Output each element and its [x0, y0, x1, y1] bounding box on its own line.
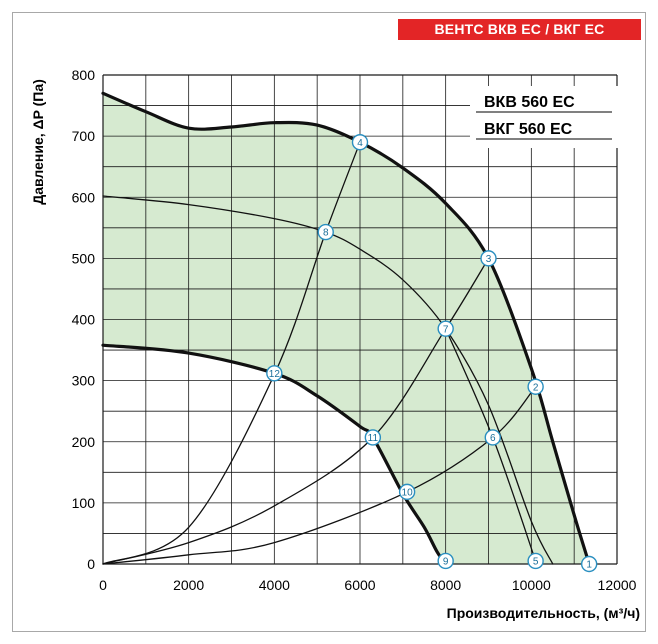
y-tick-label: 500 [72, 250, 96, 266]
point-marker-5 [527, 552, 544, 570]
point-marker-4 [351, 134, 369, 151]
point-marker-12 [266, 365, 283, 382]
x-tick-label: 12000 [598, 577, 637, 593]
y-tick-label: 100 [72, 495, 96, 511]
model-label-vkg: ВКГ 560 ЕС [484, 121, 573, 138]
point-marker-3 [480, 250, 497, 267]
x-tick-label: 8000 [430, 577, 461, 593]
brand-label: ВЕНТС ВКВ ЕС / ВКГ ЕС [398, 19, 641, 40]
point-marker-6 [484, 429, 501, 446]
point-label-6: 6 [490, 433, 496, 444]
point-marker-11 [364, 429, 382, 446]
x-tick-label: 2000 [173, 577, 204, 593]
model-label-vkv: ВКВ 560 ЕС [484, 94, 575, 111]
chart-frame [12, 12, 646, 632]
y-tick-label: 200 [72, 434, 96, 450]
fan-curve-min-line [101, 343, 448, 566]
point-marker-9 [437, 552, 454, 570]
y-tick-label: 300 [72, 373, 96, 389]
point-label-9: 9 [443, 557, 449, 568]
x-axis-label-text: Производительность, (м³/ч) [447, 605, 640, 621]
point-label-7: 7 [443, 324, 449, 335]
point-marker-8 [317, 223, 334, 241]
y-axis-label: Давление, ΔP (Па) [30, 79, 46, 205]
point-marker-7 [437, 320, 454, 337]
point-label-2: 2 [533, 382, 539, 393]
point-marker-10 [398, 483, 416, 501]
y-tick-label: 400 [72, 312, 96, 328]
point-marker-1 [580, 555, 598, 573]
point-label-4: 4 [357, 138, 363, 149]
point-label-11: 11 [368, 433, 379, 444]
fan-curve-mid-line [102, 195, 554, 565]
point-marker-2 [527, 378, 544, 395]
point-label-12: 12 [269, 369, 281, 380]
point-label-5: 5 [533, 557, 539, 568]
fan-curve-max-line [101, 91, 591, 566]
point-label-3: 3 [486, 254, 492, 265]
y-tick-label: 600 [72, 189, 96, 205]
model-label-box [470, 86, 618, 148]
operating-area-fill [103, 93, 590, 565]
x-axis-label: Производительность, (м³/ч) [447, 605, 640, 621]
x-tick-label: 0 [99, 577, 107, 593]
x-tick-label: 10000 [512, 577, 551, 593]
point-label-8: 8 [323, 228, 329, 239]
point-label-1: 1 [586, 560, 592, 571]
x-tick-label: 6000 [344, 577, 375, 593]
y-tick-label: 800 [72, 67, 96, 83]
point-label-10: 10 [402, 487, 414, 498]
y-tick-label: 0 [87, 556, 95, 572]
x-tick-label: 4000 [259, 577, 290, 593]
y-tick-label: 700 [72, 128, 96, 144]
